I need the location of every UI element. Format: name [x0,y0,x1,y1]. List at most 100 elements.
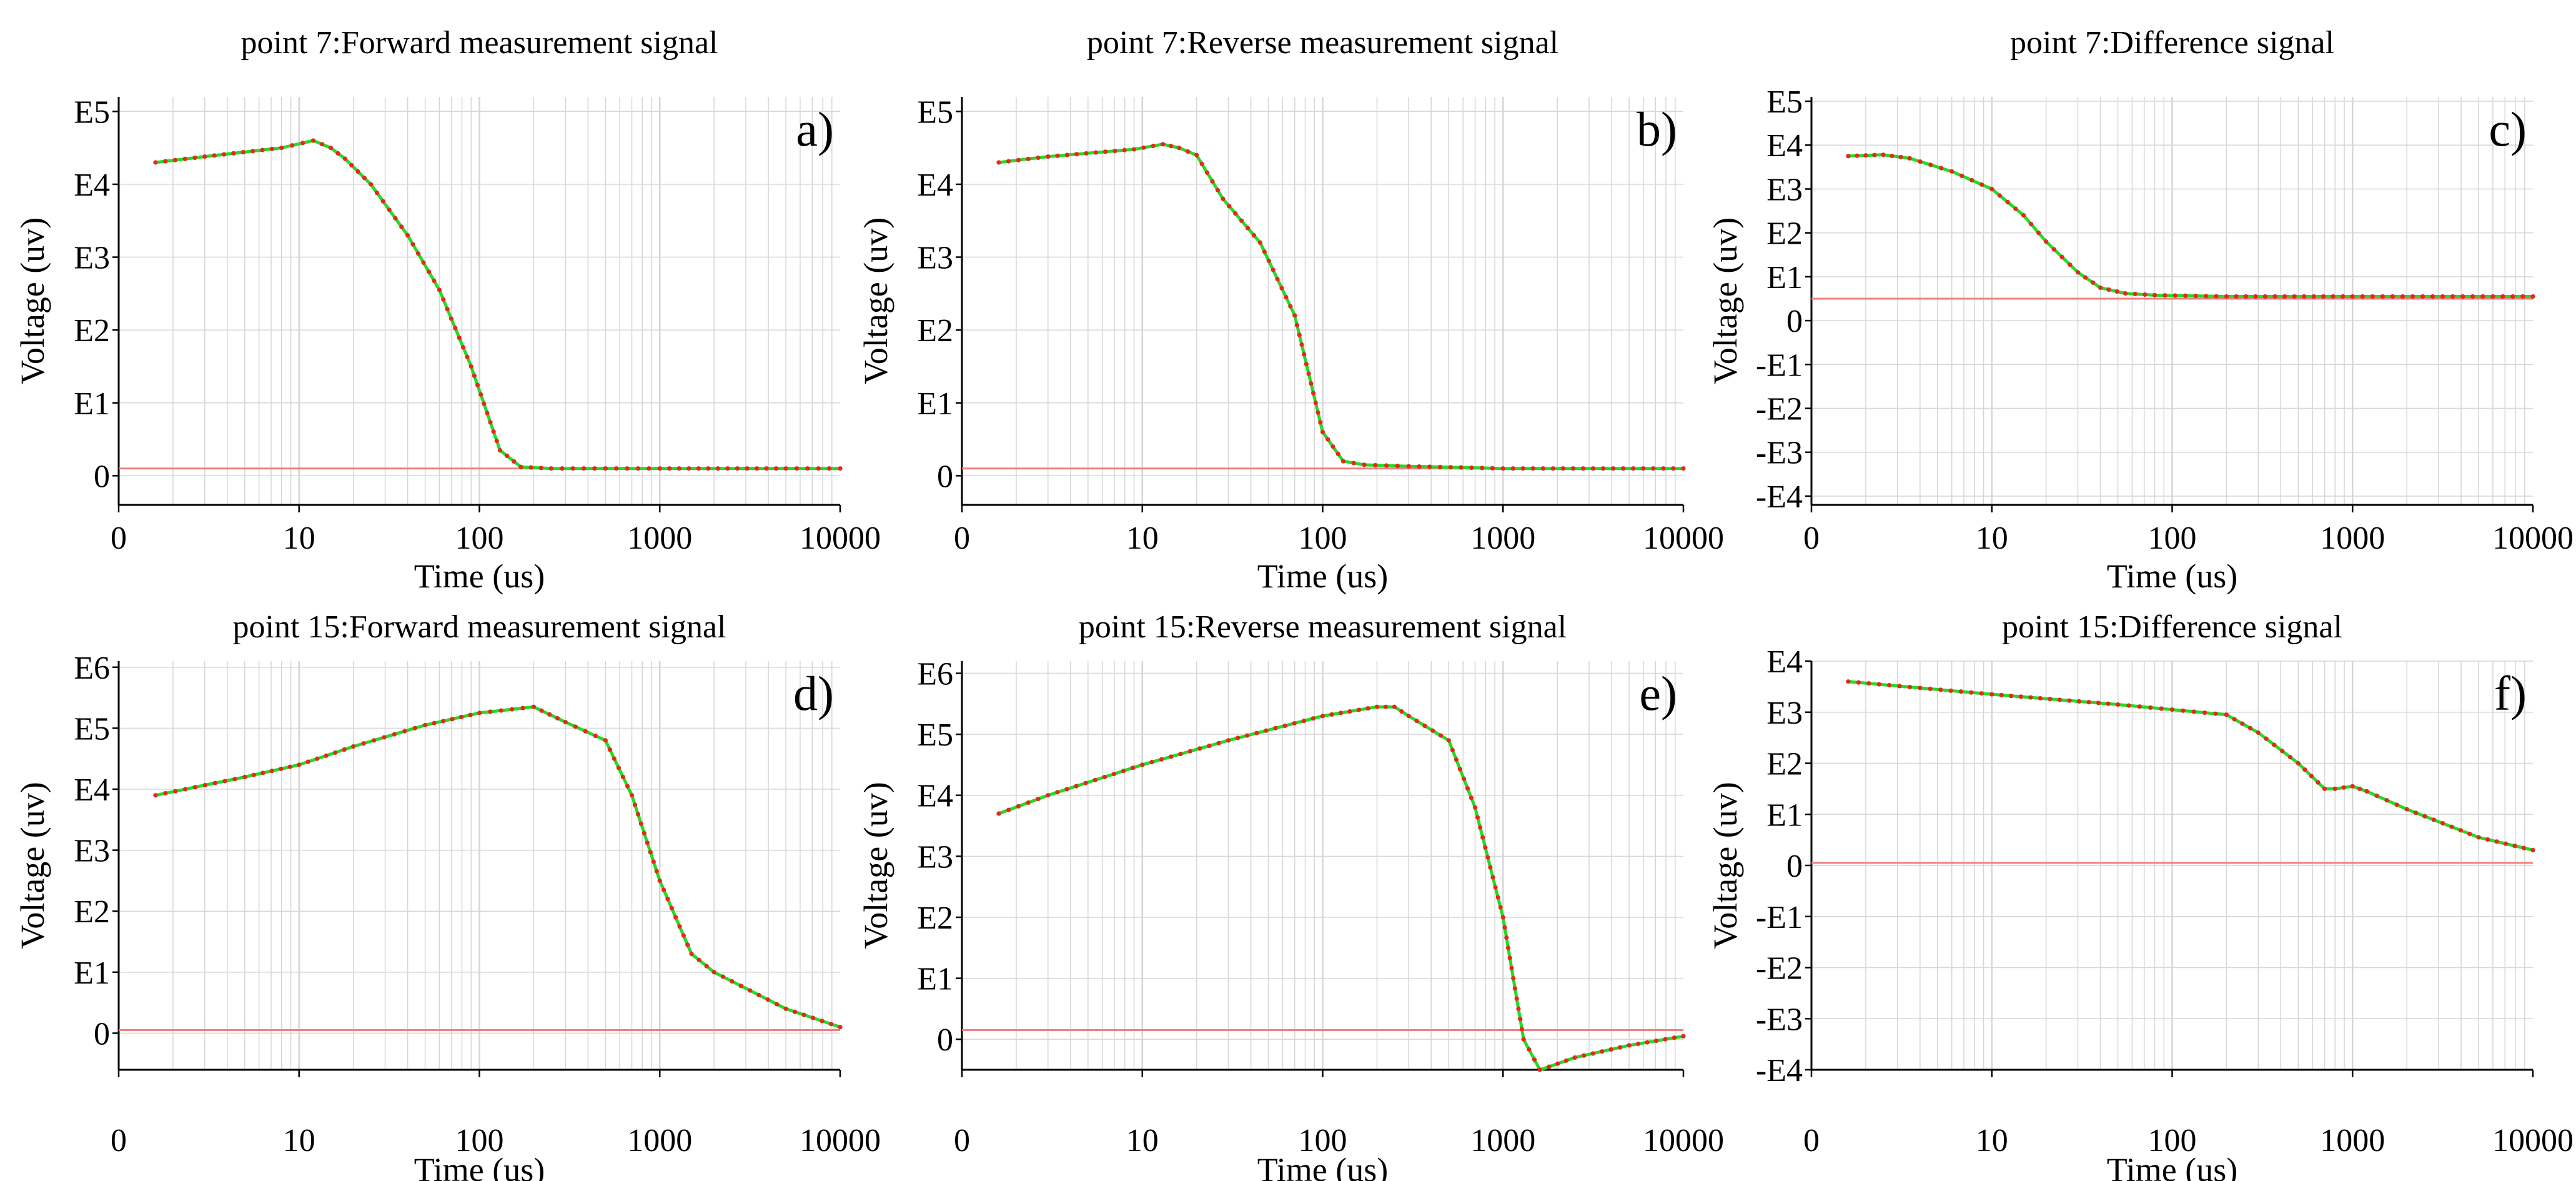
data-point [1356,707,1362,712]
data-point [320,142,325,147]
data-point [673,915,678,920]
data-point [2357,786,2362,791]
data-point [221,152,227,157]
data-point [520,705,525,710]
data-point [1335,451,1340,456]
y-axis-label: Voltage (uv) [857,217,894,384]
data-point [548,466,554,471]
data-point [614,466,619,471]
data-point [2280,749,2285,754]
data-point [2106,287,2111,292]
x-tick-label: 10000 [2492,521,2574,556]
data-point [2183,293,2188,298]
data-point [1454,757,1459,762]
data-point [838,1025,843,1030]
data-point [676,466,681,471]
data-point [2038,695,2043,701]
data-point [2449,824,2454,829]
data-point [387,207,392,212]
data-point [2341,294,2346,299]
data-point [2332,786,2337,791]
data-point [432,278,437,284]
series-line [1848,680,2534,852]
data-point [1320,714,1325,719]
data-point [1530,466,1535,471]
data-point [1221,196,1226,201]
data-point [1898,154,1903,160]
data-point [2380,294,2385,299]
data-point [2460,294,2465,299]
data-point [2044,239,2049,244]
data-point [163,790,168,796]
data-point [2341,785,2346,790]
y-tick-label: E3 [74,834,110,869]
data-point [1881,152,1886,157]
data-point [2169,707,2175,712]
data-point [445,307,450,312]
data-point [635,812,641,817]
chart-title: point 15:Difference signal [2002,609,2342,645]
y-tick-label: E3 [1766,172,1803,207]
data-point [539,708,544,713]
data-point [437,287,442,292]
data-point [1266,258,1271,263]
x-tick-label: 1000 [2320,1123,2385,1159]
data-point [2467,831,2472,837]
data-point [1036,797,1041,802]
data-point [1918,685,1923,690]
data-point [2322,786,2327,791]
data-point [2234,294,2239,299]
y-tick-label: -E2 [1756,392,1803,427]
data-point [1169,144,1174,149]
data-point [2440,294,2445,299]
data-point [706,466,711,471]
y-tick-label: E4 [74,772,110,808]
x-tick-label: 10 [1126,1123,1159,1159]
x-tick-label: 0 [111,1123,127,1159]
data-point [1187,749,1192,754]
data-point [2126,703,2131,708]
data-point [2243,294,2249,299]
data-point [1979,691,1984,696]
data-point [450,717,455,722]
data-point [1362,462,1367,467]
data-point [2224,294,2229,299]
data-point [1226,738,1231,743]
data-point [2530,847,2535,853]
data-point [410,242,415,247]
data-point [297,762,302,767]
data-point [2350,784,2355,789]
data-point [1563,1058,1569,1063]
data-point [458,714,464,720]
x-tick-label: 100 [455,521,504,556]
data-point [2309,774,2314,779]
data-point [1505,945,1511,950]
data-point [738,984,743,989]
y-tick-label: E1 [1766,797,1803,833]
data-point [1969,177,1974,183]
data-point [369,182,374,187]
data-point [1928,686,1933,691]
data-point [1550,466,1556,471]
y-tick-label: E1 [74,386,110,422]
data-point [563,720,568,725]
data-point [512,459,517,464]
data-point [2490,294,2495,299]
data-point [632,802,638,807]
data-point [182,787,188,792]
data-point [2193,293,2198,299]
data-point [827,466,832,471]
data-point [324,753,329,758]
data-point [1264,728,1269,733]
data-point [1856,680,1861,685]
data-point [1340,459,1346,464]
series-line [998,142,1683,471]
data-point [212,780,217,785]
data-point [1245,733,1250,738]
y-axis-label: Voltage (uv) [857,782,894,949]
data-point [583,729,588,734]
data-point [1406,464,1411,469]
y-tick-label: E2 [917,900,953,936]
data-point [1999,692,2004,697]
panel-label: d) [793,666,834,720]
